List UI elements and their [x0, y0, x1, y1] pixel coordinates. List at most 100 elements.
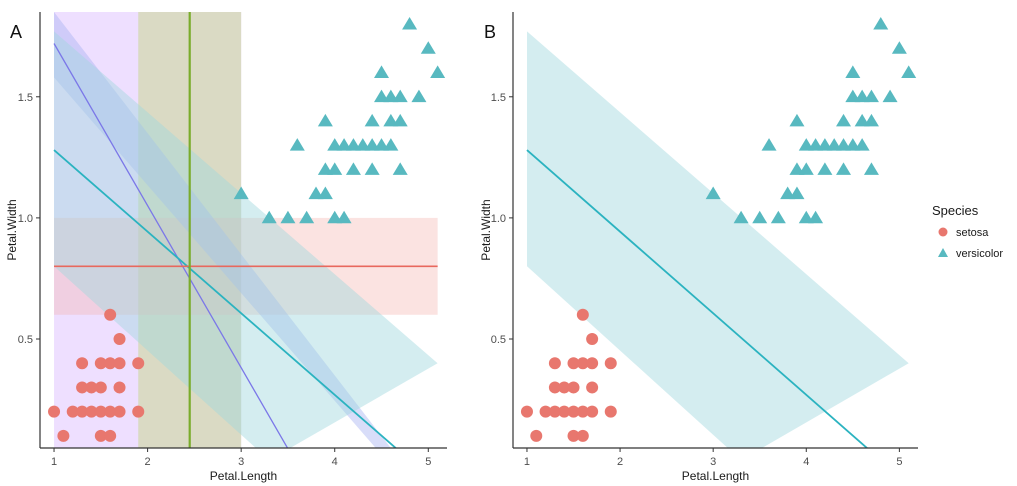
teal-ribbon	[54, 31, 438, 448]
y-tick-label: 1.5	[18, 92, 33, 104]
setosa-point	[567, 429, 580, 442]
versicolor-point	[280, 210, 296, 224]
versicolor-point	[345, 162, 361, 175]
x-tick-label: 3	[710, 456, 716, 468]
setosa-point	[132, 357, 145, 370]
setosa-point	[104, 429, 117, 442]
versicolor-point	[761, 138, 777, 151]
setosa-point	[576, 405, 589, 418]
panel-b: 1 2 3 4 5 0.5 1.0 1.5 Petal.Length Petal.Width	[479, 12, 918, 483]
setosa-point	[567, 381, 580, 394]
x-tick-label: 3	[238, 456, 244, 468]
versicolor-point	[789, 186, 805, 200]
versicolor-point	[845, 65, 861, 78]
versicolor-point	[364, 113, 380, 127]
setosa-point	[548, 405, 561, 418]
versicolor-point	[374, 65, 390, 78]
setosa-point	[94, 357, 107, 370]
versicolor-point	[705, 186, 721, 200]
setosa-point	[94, 405, 107, 418]
versicolor-point	[817, 162, 833, 175]
setosa-point	[576, 308, 589, 321]
y-tick-label: 1.0	[18, 213, 33, 225]
x-tick-label: 1	[524, 456, 530, 468]
setosa-point	[576, 357, 589, 370]
versicolor-point	[901, 65, 917, 78]
versicolor-point	[289, 138, 305, 151]
versicolor-point	[873, 16, 889, 30]
legend-title: Species	[932, 203, 979, 218]
setosa-point	[94, 381, 107, 394]
versicolor-point	[863, 113, 879, 127]
setosa-point	[113, 357, 126, 370]
x-tick-label: 2	[617, 456, 623, 468]
setosa-point	[113, 333, 126, 345]
versicolor-point	[770, 210, 786, 224]
panel-label-a: A	[10, 22, 22, 42]
setosa-point	[94, 429, 107, 442]
setosa-point	[132, 405, 145, 418]
versicolor-point	[383, 138, 399, 151]
data-points	[520, 16, 917, 442]
versicolor-point	[364, 162, 380, 175]
versicolor-point	[854, 138, 870, 151]
setosa-point	[586, 333, 599, 345]
x-axis-title: Petal.Length	[682, 469, 749, 483]
setosa-point	[57, 429, 70, 442]
setosa-point	[576, 429, 589, 442]
versicolor-point	[430, 65, 446, 78]
setosa-point	[113, 405, 126, 418]
setosa-point	[76, 381, 89, 394]
setosa-point	[586, 381, 599, 394]
steep-blue-ribbon	[54, 12, 391, 448]
setosa-point	[85, 405, 98, 418]
setosa-point	[66, 405, 79, 418]
legend: Species setosa versicolor	[932, 203, 1003, 260]
teal-regression-line	[526, 149, 869, 448]
versicolor-point	[233, 186, 249, 200]
versicolor-point	[891, 41, 907, 54]
setosa-point	[604, 405, 617, 418]
x-tick-label: 1	[51, 456, 57, 468]
setosa-point	[539, 405, 552, 418]
setosa-point	[104, 405, 117, 418]
plot-area	[526, 31, 909, 448]
versicolor-point	[392, 162, 408, 175]
y-tick-label: 0.5	[491, 334, 506, 346]
setosa-point	[104, 357, 117, 370]
x-tick-label: 5	[425, 456, 431, 468]
setosa-point	[586, 405, 599, 418]
y-tick-label: 0.5	[18, 334, 33, 346]
panel-a: 1 2 3 4 5 0.5 1.0 1.5 Petal.Length Petal.Width	[5, 12, 447, 483]
x-tick-label: 4	[803, 456, 809, 468]
versicolor-point	[317, 113, 333, 127]
versicolor-point	[733, 210, 749, 224]
setosa-point	[85, 381, 98, 394]
teal-ribbon	[527, 31, 909, 448]
setosa-point	[548, 381, 561, 394]
legend-swatch-setosa	[938, 227, 948, 237]
setosa-point	[567, 357, 580, 370]
setosa-point	[558, 405, 571, 418]
plot-area	[53, 12, 438, 448]
versicolor-point	[836, 113, 852, 127]
versicolor-point	[863, 162, 879, 175]
versicolor-point	[261, 210, 277, 224]
panel-label-b: B	[484, 22, 496, 42]
setosa-point	[76, 357, 89, 370]
legend-swatch-versicolor	[938, 248, 948, 257]
versicolor-point	[402, 16, 418, 30]
y-axis-title: Petal.Width	[479, 199, 493, 260]
y-axis-title: Petal.Width	[5, 199, 19, 260]
versicolor-point	[317, 186, 333, 200]
legend-label-versicolor: versicolor	[956, 248, 1003, 260]
setosa-point	[76, 405, 89, 418]
setosa-point	[558, 381, 571, 394]
versicolor-point	[798, 162, 814, 175]
x-tick-label: 2	[145, 456, 151, 468]
versicolor-point	[863, 89, 879, 103]
versicolor-point	[789, 113, 805, 127]
setosa-point	[113, 381, 126, 394]
y-tick-label: 1.5	[491, 92, 506, 104]
versicolor-point	[882, 89, 898, 103]
